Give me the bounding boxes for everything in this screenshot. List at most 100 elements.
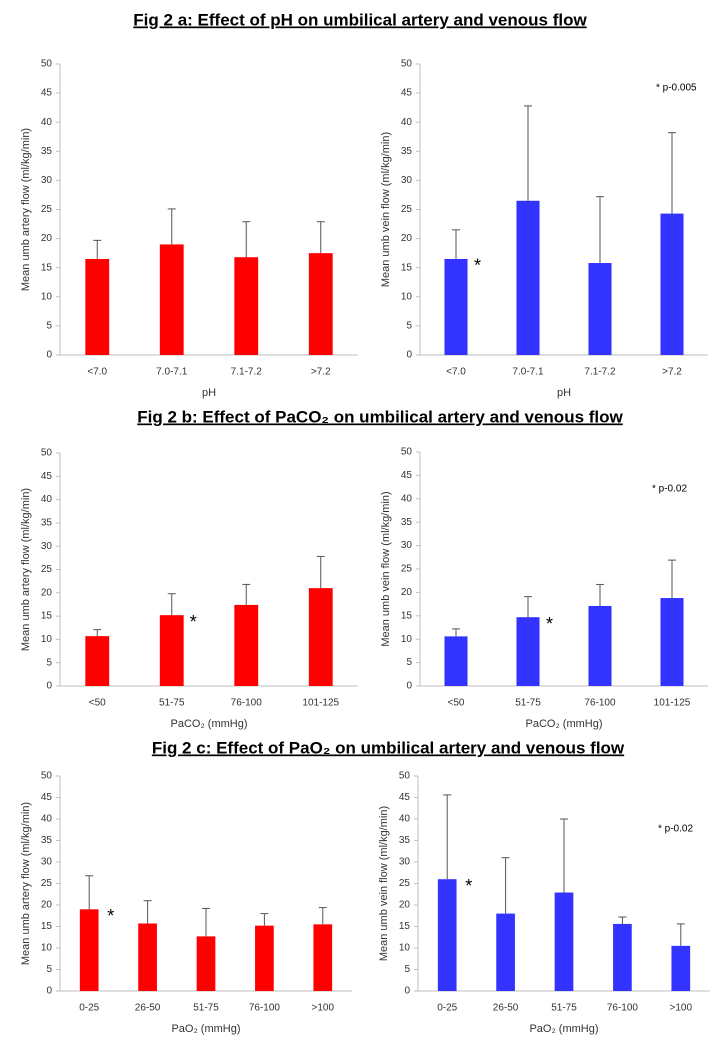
y-tick-label: 25 xyxy=(401,564,413,575)
x-axis-title: pH xyxy=(557,387,571,399)
x-axis-title: PaCO₂ (mmHg) xyxy=(171,718,248,730)
x-axis-title: PaO₂ (mmHg) xyxy=(171,1023,240,1035)
y-tick-label: 35 xyxy=(41,518,53,529)
y-tick-label: 30 xyxy=(401,540,413,551)
y-tick-label: 30 xyxy=(41,175,53,186)
y-tick-label: 50 xyxy=(401,59,413,70)
y-tick-label: 50 xyxy=(41,771,53,782)
y-tick-label: 40 xyxy=(41,814,53,825)
y-tick-label: 5 xyxy=(46,321,52,332)
y-tick-label: 45 xyxy=(399,792,411,803)
x-tick-label: 7.1-7.2 xyxy=(231,367,263,378)
y-tick-label: 10 xyxy=(401,634,413,645)
y-tick-label: 15 xyxy=(401,262,413,273)
y-tick-label: 25 xyxy=(41,564,53,575)
bar xyxy=(444,258,468,355)
x-tick-label: <50 xyxy=(89,698,106,709)
x-tick-label: 26-50 xyxy=(135,1003,161,1014)
y-tick-label: 40 xyxy=(401,117,413,128)
y-axis-title: Mean umb vein flow (ml/kg/min) xyxy=(380,132,392,287)
bar xyxy=(79,909,99,991)
y-tick-label: 45 xyxy=(41,471,53,482)
bar xyxy=(588,605,612,686)
x-tick-label: >100 xyxy=(670,1003,693,1014)
y-tick-label: 40 xyxy=(41,117,53,128)
heading: Fig 2 a: Effect of pH on umbilical arter… xyxy=(133,10,587,29)
y-tick-label: 10 xyxy=(41,634,53,645)
x-tick-label: >7.2 xyxy=(311,367,331,378)
y-tick-label: 50 xyxy=(401,447,413,458)
bar xyxy=(313,924,333,991)
y-tick-label: 5 xyxy=(406,321,412,332)
y-tick-label: 10 xyxy=(41,943,53,954)
significance-marker: * xyxy=(190,612,197,632)
x-tick-label: 7.0-7.1 xyxy=(156,367,188,378)
y-tick-label: 0 xyxy=(404,986,410,997)
y-tick-label: 15 xyxy=(41,611,53,622)
x-tick-label: 51-75 xyxy=(551,1003,577,1014)
bar xyxy=(159,244,184,355)
bar xyxy=(308,253,333,355)
x-tick-label: <7.0 xyxy=(87,367,107,378)
y-tick-label: 30 xyxy=(41,857,53,868)
bar xyxy=(85,636,110,686)
y-tick-label: 15 xyxy=(399,921,411,932)
significance-marker: * xyxy=(107,906,114,926)
y-tick-label: 20 xyxy=(41,900,53,911)
x-tick-label: 7.0-7.1 xyxy=(512,367,544,378)
bar xyxy=(588,263,612,355)
bar xyxy=(234,604,259,686)
y-tick-label: 25 xyxy=(399,878,411,889)
y-tick-label: 30 xyxy=(399,857,411,868)
y-tick-label: 0 xyxy=(406,681,412,692)
bar xyxy=(437,879,457,991)
y-tick-label: 40 xyxy=(399,814,411,825)
x-tick-label: <7.0 xyxy=(446,367,466,378)
bar xyxy=(496,913,515,991)
y-tick-label: 10 xyxy=(41,291,53,302)
significance-marker: * xyxy=(474,256,481,276)
y-tick-label: 35 xyxy=(401,146,413,157)
y-tick-label: 40 xyxy=(401,493,413,504)
y-tick-label: 15 xyxy=(41,262,53,273)
x-tick-label: 7.1-7.2 xyxy=(584,367,616,378)
y-axis-title: Mean umb artery flow (ml/kg/min) xyxy=(20,488,32,651)
y-axis-title: Mean umb vein flow (ml/kg/min) xyxy=(378,806,390,961)
y-tick-label: 25 xyxy=(401,204,413,215)
bar xyxy=(671,945,691,991)
bar xyxy=(255,925,274,991)
y-tick-label: 5 xyxy=(404,964,410,975)
y-tick-label: 20 xyxy=(41,233,53,244)
x-tick-label: 101-125 xyxy=(654,698,691,709)
bar xyxy=(444,636,468,686)
y-tick-label: 45 xyxy=(41,88,53,99)
y-tick-label: 50 xyxy=(41,448,53,459)
y-tick-label: 40 xyxy=(41,494,53,505)
y-tick-label: 0 xyxy=(406,350,412,361)
y-tick-label: 10 xyxy=(401,291,413,302)
y-tick-label: 50 xyxy=(399,771,411,782)
y-tick-label: 5 xyxy=(46,657,52,668)
x-axis-title: PaO₂ (mmHg) xyxy=(529,1023,598,1035)
x-tick-label: 76-100 xyxy=(231,698,263,709)
bar xyxy=(85,258,110,355)
bar xyxy=(660,598,684,686)
x-tick-label: 51-75 xyxy=(193,1003,219,1014)
bar xyxy=(516,617,540,686)
y-tick-label: 20 xyxy=(41,587,53,598)
y-tick-label: 35 xyxy=(41,835,53,846)
x-tick-label: 76-100 xyxy=(607,1003,639,1014)
x-tick-label: 0-25 xyxy=(79,1003,99,1014)
x-tick-label: <50 xyxy=(448,698,465,709)
significance-marker: * xyxy=(546,614,553,634)
x-axis-title: pH xyxy=(202,387,216,399)
y-tick-label: 45 xyxy=(401,470,413,481)
bar xyxy=(613,923,632,991)
y-tick-label: 0 xyxy=(46,681,52,692)
y-tick-label: 35 xyxy=(41,146,53,157)
y-tick-label: 5 xyxy=(406,657,412,668)
heading: Fig 2 b: Effect of PaCO₂ on umbilical ar… xyxy=(137,407,623,426)
x-tick-label: 76-100 xyxy=(249,1003,281,1014)
bar xyxy=(660,213,684,355)
